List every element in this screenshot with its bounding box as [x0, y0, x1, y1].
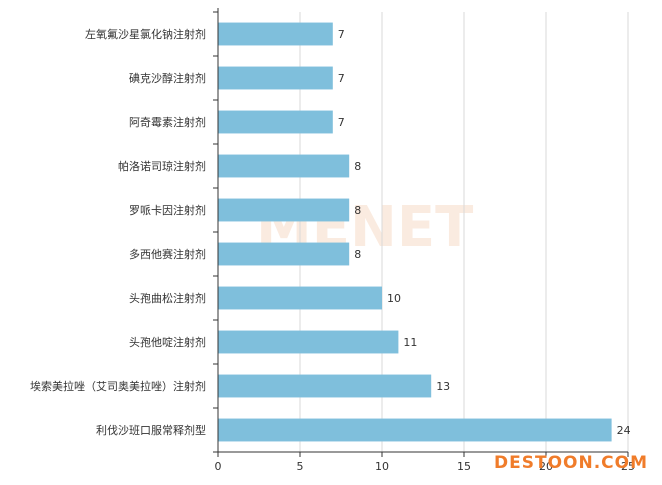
- axes: 0 5 10 15 20 25 左氧氟沙星氯化钠注射剂碘克沙醇注射剂阿奇霉素注射剂帕洛诺司琼…: [30, 8, 635, 473]
- category-label: 头孢他啶注射剂: [129, 335, 206, 349]
- data-label: 8: [354, 160, 361, 173]
- x-tick-label: 15: [457, 460, 471, 473]
- data-label: 7: [338, 28, 345, 41]
- x-tick-label: 5: [297, 460, 304, 473]
- bar: [218, 242, 350, 266]
- category-label: 帕洛诺司琼注射剂: [118, 159, 206, 173]
- data-label: 7: [338, 116, 345, 129]
- data-label: 13: [436, 380, 450, 393]
- data-label: 8: [354, 204, 361, 217]
- x-tick-label: 10: [375, 460, 389, 473]
- category-label: 头孢曲松注射剂: [129, 291, 206, 305]
- data-label: 24: [617, 424, 631, 437]
- x-tick-label: 0: [215, 460, 222, 473]
- bar: [218, 286, 382, 310]
- category-label: 阿奇霉素注射剂: [129, 115, 206, 129]
- bar: [218, 418, 612, 442]
- bar: [218, 22, 333, 46]
- x-tick-label: 20: [539, 460, 553, 473]
- category-label: 罗哌卡因注射剂: [129, 203, 206, 217]
- data-label: 7: [338, 72, 345, 85]
- bar: [218, 330, 399, 354]
- bar: [218, 374, 432, 398]
- data-label: 10: [387, 292, 401, 305]
- category-label: 左氧氟沙星氯化钠注射剂: [85, 27, 206, 41]
- x-tick-label: 25: [621, 460, 635, 473]
- category-label: 多西他赛注射剂: [129, 247, 206, 261]
- bars: 7 7 7 8 8 8 10 11 13 24: [218, 22, 631, 442]
- bar: [218, 198, 350, 222]
- watermark-corner: DESTOON.COM: [494, 453, 648, 473]
- data-label: 11: [403, 336, 417, 349]
- category-label: 利伐沙班口服常释剂型: [96, 423, 206, 437]
- category-label: 碘克沙醇注射剂: [129, 71, 206, 85]
- bar: [218, 110, 333, 134]
- data-label: 8: [354, 248, 361, 261]
- bar: [218, 154, 350, 178]
- category-label: 埃索美拉唑（艾司奥美拉唑）注射剂: [30, 379, 206, 393]
- bar: [218, 66, 333, 90]
